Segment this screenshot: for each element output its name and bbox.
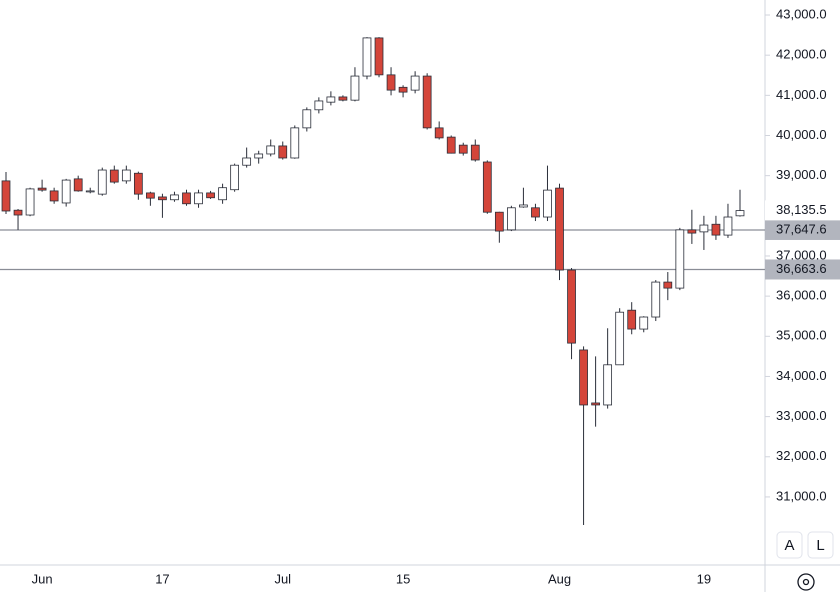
candle-body: [121, 169, 131, 182]
candle-body: [519, 204, 528, 208]
candle-body: [735, 210, 745, 217]
candle-body: [723, 216, 733, 236]
candle-body: [314, 100, 324, 111]
axis-button-label[interactable]: A: [784, 537, 794, 554]
y-tick-label: 35,000.0: [776, 328, 827, 343]
candle-body: [494, 211, 504, 232]
candle-body: [507, 207, 516, 231]
y-tick-label: 32,000.0: [776, 448, 827, 463]
candle-body: [109, 169, 119, 183]
candle-body: [531, 207, 540, 218]
candle-body: [567, 269, 576, 344]
price-label: 37,647.6: [776, 221, 827, 236]
x-tick-label: Jul: [274, 571, 291, 586]
candle-body: [206, 192, 215, 199]
candle-body: [218, 187, 227, 201]
candle-body: [170, 194, 179, 201]
candle-body: [133, 172, 143, 195]
candle-body: [675, 229, 685, 289]
x-tick-label: 17: [155, 571, 169, 586]
candle-body: [266, 145, 276, 155]
y-tick-label: 31,000.0: [776, 488, 827, 503]
candle-body: [555, 187, 564, 271]
x-tick-label: Aug: [548, 571, 571, 586]
axis-button-label[interactable]: L: [816, 537, 824, 554]
y-tick-label: 42,000.0: [776, 47, 827, 62]
candle-body: [615, 311, 625, 366]
candle-body: [422, 75, 432, 129]
candle-body: [25, 188, 35, 216]
candle-body: [446, 136, 456, 154]
x-tick-label: Jun: [32, 571, 53, 586]
settings-button[interactable]: [797, 573, 815, 591]
candle-body: [85, 190, 95, 193]
y-tick-label: 34,000.0: [776, 368, 827, 383]
candle-body: [242, 157, 252, 166]
candle-body: [627, 309, 637, 330]
axis-button[interactable]: [807, 531, 834, 559]
candle-body: [182, 192, 191, 205]
last-price-label: 38,135.5: [776, 202, 827, 217]
candle-body: [37, 187, 47, 191]
y-tick-label: 40,000.0: [776, 127, 827, 142]
candle-body: [278, 145, 288, 159]
candle-body: [591, 402, 600, 406]
candle-body: [687, 229, 697, 234]
candle-body: [651, 281, 661, 318]
candle-body: [543, 189, 552, 218]
candle-body: [146, 192, 155, 199]
candle-body: [302, 109, 312, 129]
candle-body: [458, 144, 468, 154]
candle-body: [326, 96, 336, 103]
candle-body: [699, 224, 709, 233]
price-label-box: [765, 259, 840, 280]
candle-body: [350, 75, 360, 101]
y-tick-label: 37,000.0: [776, 247, 827, 262]
candle-body: [639, 316, 649, 330]
candle-body: [374, 37, 384, 76]
candle-body: [290, 127, 300, 159]
candle-body: [13, 209, 23, 216]
axis-button[interactable]: [776, 531, 803, 559]
candle-body: [711, 223, 721, 236]
candle-body: [194, 192, 203, 205]
candle-body: [386, 74, 396, 91]
candle-body: [97, 169, 107, 195]
candle-body: [1, 180, 11, 212]
candle-body: [470, 144, 480, 161]
price-label-box: [765, 219, 840, 240]
candle-body: [410, 75, 420, 91]
y-tick-label: 43,000.0: [776, 6, 827, 21]
candle-body: [61, 179, 71, 204]
y-tick-label: 41,000.0: [776, 87, 827, 102]
candle-body: [362, 37, 372, 77]
candle-body: [434, 127, 444, 139]
x-tick-label: 19: [697, 571, 711, 586]
candle-body: [482, 161, 492, 213]
candle-body: [603, 364, 613, 406]
candle-body: [254, 153, 264, 159]
candle-body: [663, 281, 673, 289]
y-tick-label: 33,000.0: [776, 408, 827, 423]
candle-body: [73, 178, 83, 192]
price-label: 36,663.6: [776, 261, 827, 276]
candle-body: [579, 349, 588, 406]
candle-body: [338, 96, 348, 101]
last-price-box: [765, 200, 840, 221]
x-tick-label: 15: [396, 571, 410, 586]
y-tick-label: 36,000.0: [776, 288, 827, 303]
y-tick-label: 39,000.0: [776, 167, 827, 182]
candle-body: [49, 190, 59, 202]
candle-body: [158, 196, 167, 201]
candle-body: [398, 86, 408, 93]
candle-body: [230, 164, 239, 191]
